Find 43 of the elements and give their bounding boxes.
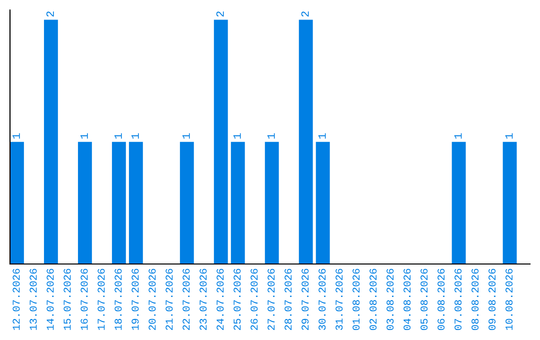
x-tick-label: 30.07.2026 [318,268,326,330]
x-tick-label: 12.07.2026 [12,268,20,330]
x-tick-label: 10.08.2026 [506,268,513,330]
x-tick-label: 22.07.2026 [182,268,190,330]
x-tick-label: 31.07.2026 [336,268,343,330]
x-tick-label: 26.07.2026 [250,268,258,330]
data-label: 2 [216,11,224,17]
x-tick-label: 04.08.2026 [404,268,411,330]
data-label: 1 [80,133,88,139]
data-label: 1 [131,133,139,139]
x-tick-label: 13.07.2026 [30,268,37,330]
data-label: 2 [301,11,309,17]
x-tick-label: 28.07.2026 [284,268,292,330]
data-label: 2 [46,11,54,17]
data-label: 1 [233,133,241,139]
data-label: 1 [318,133,326,139]
x-tick-label: 08.08.2026 [472,268,479,330]
x-tick-label: 20.07.2026 [148,268,156,330]
x-tick-label: 09.08.2026 [488,268,496,330]
data-label: 1 [505,133,513,139]
x-tick-label: 21.07.2026 [166,268,173,330]
x-tick-label: 07.08.2026 [454,268,462,330]
data-label: 1 [12,133,20,139]
x-tick-label: 23.07.2026 [200,268,207,330]
x-tick-label: 03.08.2026 [386,268,394,330]
x-tick-label: 01.08.2026 [352,268,360,330]
x-tick-label: 25.07.2026 [234,268,241,330]
x-tick-label: 15.07.2026 [64,268,71,330]
x-tick-label: 19.07.2026 [132,268,139,330]
data-label: 1 [267,133,275,139]
x-tick-label: 14.07.2026 [46,268,54,330]
x-tick-label: 02.08.2026 [370,268,377,330]
x-tick-label: 24.07.2026 [216,268,224,330]
data-label: 1 [454,133,462,139]
x-tick-label: 05.08.2026 [420,268,428,330]
x-tick-label: 16.07.2026 [80,268,88,330]
x-tick-label: 29.07.2026 [302,268,309,330]
x-tick-label: 18.07.2026 [114,268,122,330]
data-label: 1 [114,133,122,139]
x-tick-label: 17.07.2026 [98,268,105,330]
x-tick-label: 27.07.2026 [268,268,275,330]
data-label: 1 [182,133,190,139]
x-tick-label: 06.08.2026 [438,268,445,330]
